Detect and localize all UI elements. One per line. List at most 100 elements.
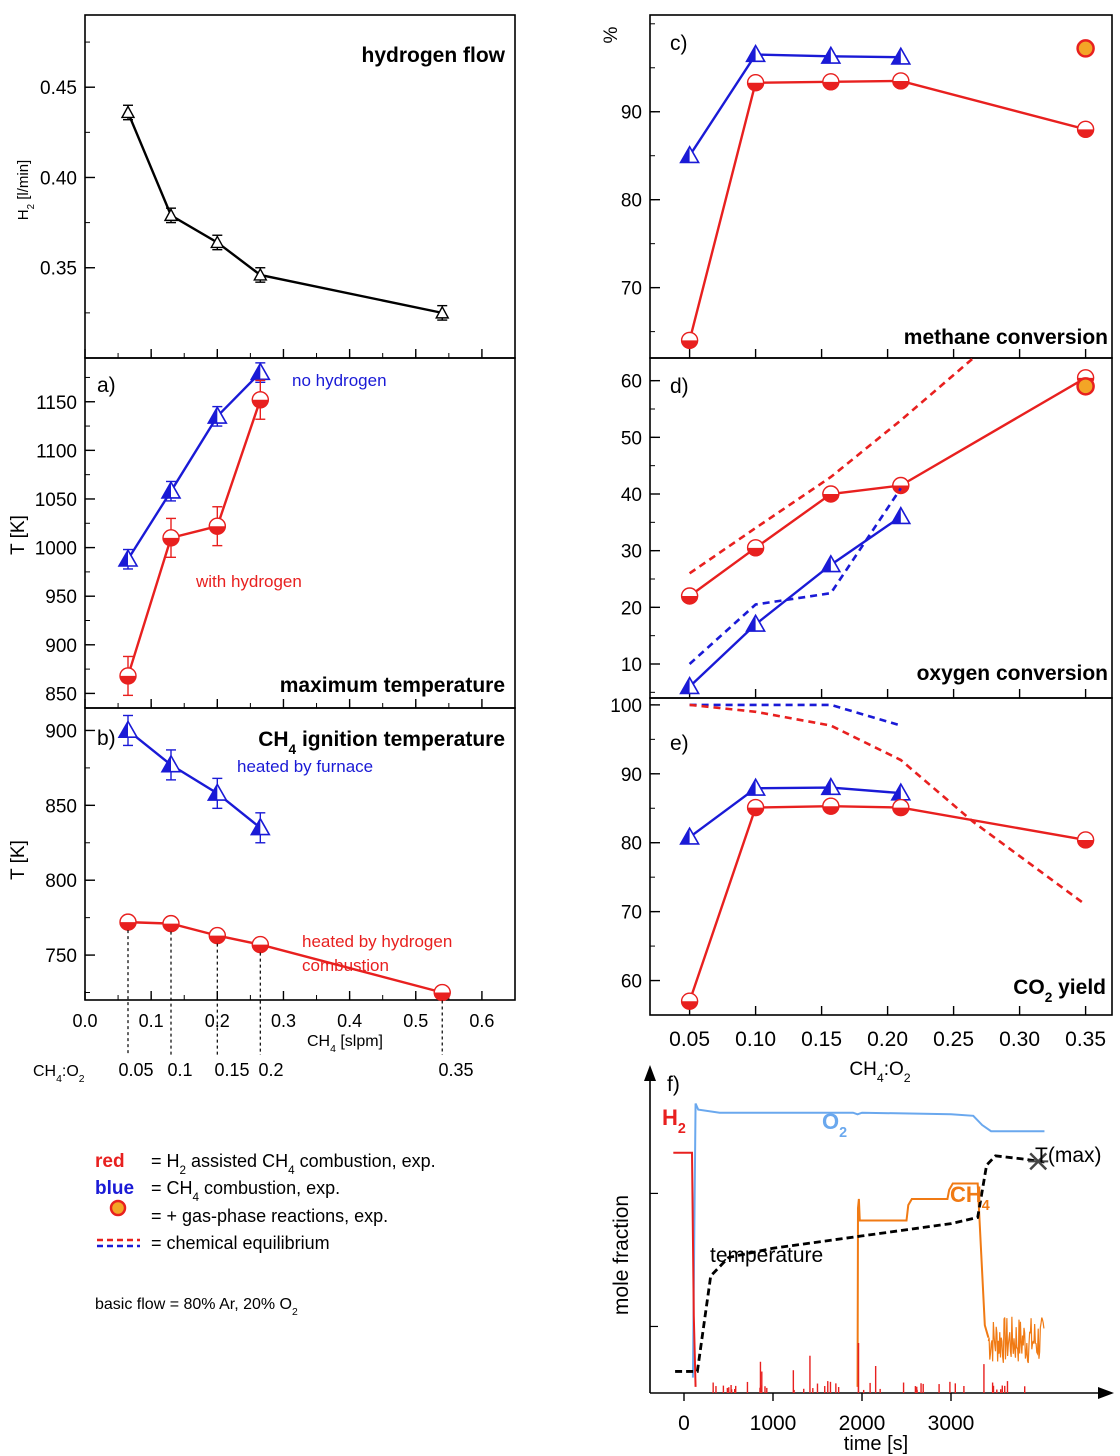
- y-axis-label: T [K]: [8, 515, 29, 555]
- panel-methane-conversion: 70 80 90 c) methane conversion%: [601, 14, 1113, 359]
- legend-row-text: = chemical equilibrium: [151, 1233, 330, 1253]
- data-point-fill: [119, 550, 128, 566]
- data-point-top: [252, 391, 269, 400]
- data-point-outline: [746, 798, 765, 817]
- data-point-outline: [822, 73, 840, 91]
- data-point: [120, 105, 136, 119]
- equilibrium-line: [688, 357, 975, 575]
- y-tick-label: 10: [621, 655, 642, 676]
- data-point-top: [892, 72, 909, 81]
- data-point-top: [120, 667, 136, 676]
- series-line: [688, 53, 901, 157]
- y-tick-label: 1150: [36, 393, 77, 414]
- data-point-outline: [1076, 120, 1095, 139]
- y-axis-label: %: [601, 26, 622, 43]
- y-tick-label: 50: [621, 428, 642, 449]
- x-axis-label: CH4 [slpm]: [307, 1033, 383, 1055]
- data-point-outline: [892, 798, 910, 817]
- x-tick-label: 0: [678, 1412, 690, 1435]
- panel-title: oxygen conversion: [917, 662, 1108, 685]
- x-tick-label: 0.10: [735, 1028, 776, 1051]
- text-run: = + gas-phase reactions, exp.: [151, 1206, 388, 1226]
- data-point-outline: [208, 517, 227, 535]
- y-tick-label: 40: [621, 485, 642, 506]
- h2-label: H2: [662, 1105, 686, 1137]
- x-tick-label: 0.1: [139, 1011, 164, 1031]
- data-point-outline: [892, 72, 910, 90]
- text-run: :O: [62, 1063, 79, 1080]
- data-point-outline: [251, 391, 270, 409]
- text-run: H: [662, 1105, 678, 1130]
- data-point-outline: [680, 587, 699, 605]
- data-point: [253, 267, 268, 281]
- data-point-top: [892, 799, 909, 808]
- subscript: 2: [839, 1125, 847, 1141]
- series-line: [127, 729, 262, 829]
- y-tick-label: 0.45: [40, 78, 77, 99]
- data-point-top: [681, 588, 698, 596]
- panel-title: methane conversion: [904, 326, 1108, 349]
- y-tick-label: 850: [45, 796, 77, 817]
- panel-title: CO2 yield: [1013, 976, 1106, 1005]
- subscript: 2: [26, 204, 37, 209]
- plot-frame: [84, 707, 516, 1001]
- text-run: = H: [151, 1151, 180, 1171]
- text-run: = CH: [151, 1178, 193, 1198]
- subscript: 4: [877, 1071, 884, 1085]
- y-axis-label: H2 [l/min]: [15, 160, 37, 220]
- panel-maximum-temperature: 850 900 950 1000 1050 1100 1150 a) maximum tempe…: [8, 357, 516, 709]
- equilibrium-line: [689, 703, 902, 727]
- x-tick-label: 0.6: [469, 1011, 494, 1031]
- data-point-outline: [1076, 831, 1095, 849]
- text-run: CH: [258, 728, 288, 751]
- data-point-top: [747, 799, 764, 808]
- data-point-fill: [680, 828, 690, 844]
- data-point-top: [120, 914, 136, 923]
- text-run: [slpm]: [336, 1033, 383, 1050]
- subscript: 4: [330, 1044, 336, 1055]
- data-point-top: [747, 74, 764, 83]
- y-tick-label: 20: [621, 598, 642, 619]
- data-point-fill: [162, 755, 171, 772]
- data-point-top: [892, 477, 909, 486]
- y-tick-label: 80: [621, 834, 642, 855]
- x-tick-label: 0.15: [801, 1028, 842, 1051]
- data-point-fill: [821, 47, 831, 64]
- data-point-top: [1077, 369, 1094, 378]
- series-line: [126, 112, 443, 315]
- y-tick-label: 750: [45, 946, 77, 967]
- equilibrium-line: [688, 487, 902, 665]
- x-tick-label: 0.2: [205, 1011, 230, 1031]
- x-tick-label: 1000: [750, 1412, 797, 1435]
- x-tick-label: 0.0: [72, 1011, 97, 1031]
- legend-row-text: = CH4 combustion, exp.: [151, 1178, 340, 1204]
- data-point-outline: [892, 476, 910, 495]
- data-point-fill: [891, 784, 901, 800]
- y-axis-arrow: [644, 1065, 656, 1081]
- text-run: ignition temperature: [296, 728, 505, 751]
- x-tick-label: 0.25: [933, 1028, 974, 1051]
- equilibrium-line: [689, 703, 1087, 906]
- y-tick-label: 60: [621, 972, 642, 993]
- legend-row-text: = H2 assisted CH4 combustion, exp.: [151, 1151, 436, 1177]
- subscript: 2: [79, 1074, 85, 1085]
- y-tick-label: 800: [45, 871, 77, 892]
- x-tick-label: 0.05: [669, 1028, 710, 1051]
- ratio-axis-label: CH4:O2: [33, 1063, 85, 1085]
- data-point-top: [1077, 121, 1094, 130]
- legend-key-blue: blue: [95, 1178, 134, 1199]
- y-tick-label: 850: [45, 684, 77, 705]
- text-run: CH: [849, 1059, 876, 1080]
- plot-frame: [84, 357, 516, 709]
- data-point-outline: [822, 797, 840, 815]
- data-point-fill: [162, 482, 171, 498]
- y-tick-label: 90: [621, 103, 642, 124]
- y-tick-label: 30: [621, 542, 642, 563]
- data-point-fill: [821, 555, 831, 572]
- subscript: 2: [678, 1121, 686, 1137]
- plot-frame: [649, 357, 1113, 699]
- ch4-noise-trace: [987, 1316, 1045, 1364]
